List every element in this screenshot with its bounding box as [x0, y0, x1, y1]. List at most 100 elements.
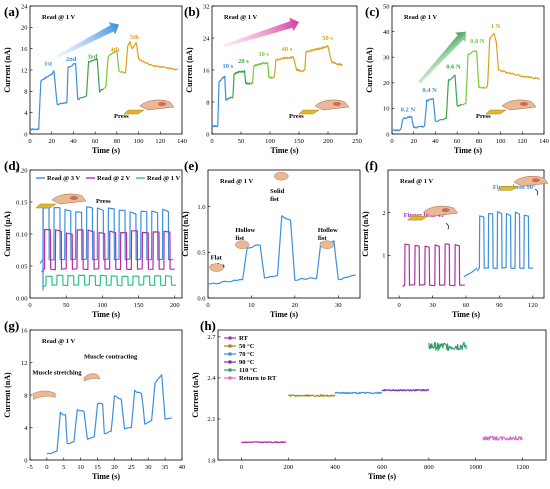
x-tick-label: 800: [424, 464, 434, 471]
series-line: [420, 97, 443, 128]
x-axis-title: Time (s): [270, 146, 298, 155]
y-tick-label: 10: [383, 106, 390, 113]
press-label: Press: [476, 113, 491, 120]
y-axis-title: Current (μA): [3, 211, 12, 257]
read-voltage-label: Read @ 1 V: [220, 178, 253, 185]
hand-icon: [51, 193, 87, 205]
x-tick-label: 10: [77, 464, 84, 471]
y-tick-label: 0: [206, 131, 209, 138]
panel-a: (a) 0 20 40 60 80 100 120 140 0 4 8 12 16 20 24 Time (s)…: [3, 3, 187, 155]
x-axis-title: Time (s): [92, 472, 120, 481]
panel-c: (c) 0 20 40 60 80 100 120 140 0 10 20 30 40 50 Time (s)…: [365, 3, 549, 155]
hand-press-illustration: [407, 205, 459, 221]
fingertip-icon: [441, 208, 450, 213]
x-tick-label: 0: [28, 302, 31, 309]
y-tick-label: 0.05: [16, 263, 27, 270]
panel-label: (g): [4, 318, 19, 333]
legend-entry: Read @ 1 V: [147, 175, 180, 182]
x-tick-label: 120: [155, 138, 165, 145]
x-tick-label: 1200: [516, 464, 529, 471]
x-axis-title: Time (s): [92, 146, 120, 155]
x-axis-title: Time (s): [368, 472, 396, 481]
panel-label: (b): [184, 4, 200, 19]
panel-f: (f) 0 30 60 90 120 1 2 Time (s) Current (nA) Read …: [361, 158, 549, 319]
x-tick-label: 200: [323, 138, 333, 145]
series-line: [64, 62, 83, 104]
cycle-label: 0.4 N: [422, 87, 437, 94]
panel-h: (h) 0 200 400 600 800 1000 1200 1.8 2.1 2.4 2.7 Time…: [191, 318, 547, 481]
series-line: [46, 374, 173, 455]
y-tick-label: 2.7: [207, 334, 216, 341]
y-tick-label: 0.20: [16, 167, 27, 174]
series-line: [208, 215, 356, 285]
cycle-label: 40 s: [282, 46, 293, 53]
y-tick-label: 16: [21, 327, 28, 334]
sensor-pad-icon: [485, 109, 507, 115]
annotation-label: Finger bent 45°: [404, 212, 447, 219]
temperature-series-line: [381, 388, 430, 392]
x-tick-label: 400: [330, 464, 340, 471]
y-tick-label: 4: [24, 425, 28, 432]
trend-arrow-label: x: [83, 32, 88, 39]
series-line: [391, 115, 421, 132]
y-tick-label: 1: [382, 253, 385, 260]
hand-gesture-icon: [274, 171, 289, 181]
gesture-label: Hollow fist: [318, 227, 338, 242]
arm-stretching-icon: [33, 390, 56, 400]
x-tick-label: 250: [352, 138, 362, 145]
cycle-label: 50 s: [322, 35, 333, 42]
y-tick-label: 12: [21, 67, 28, 74]
y-tick-label: 40: [383, 29, 390, 36]
y-tick-label: 0.5: [197, 250, 205, 257]
press-label: Press: [114, 113, 129, 120]
bend-arrow-icon: [534, 188, 539, 196]
press-label: Press: [96, 198, 111, 205]
x-tick-label: -5: [27, 464, 32, 471]
read-voltage-label: Read @ 1 V: [400, 178, 433, 185]
x-tick-label: 90: [496, 302, 503, 309]
gesture-label: Hollow fist: [235, 227, 255, 242]
x-tick-label: 60: [454, 138, 461, 145]
y-axis-title: Current (nA): [3, 47, 12, 93]
x-tick-label: 140: [539, 138, 549, 145]
y-tick-label: 24: [203, 35, 210, 42]
trend-arrow-shape: [223, 17, 300, 48]
panel-label: (h): [200, 318, 216, 333]
x-tick-label: 30: [429, 302, 436, 309]
hand-press-illustration: [497, 175, 549, 191]
hand-icon: [513, 175, 549, 187]
x-tick-label: 80: [114, 138, 121, 145]
cycle-label: 0.2 N: [401, 106, 416, 113]
x-tick-label: 600: [377, 464, 387, 471]
y-tick-label: 1.0: [197, 204, 205, 211]
legend-entry: RT: [239, 335, 248, 342]
gesture-label: Solid fist: [270, 188, 284, 203]
fingertip-icon: [158, 102, 166, 106]
plot-frame: [391, 5, 545, 135]
y-tick-label: 30: [383, 55, 390, 62]
panel-e: (e) 0 10 20 30 0.0 0.5 1.0 Time (s) Current (nA) R…: [181, 158, 361, 319]
y-tick-label: 0.15: [16, 199, 27, 206]
x-tick-label: 100: [265, 138, 275, 145]
y-tick-label: 16: [21, 46, 28, 53]
fingertip-icon: [70, 196, 78, 200]
y-tick-label: 0: [24, 131, 27, 138]
x-tick-label: 35: [162, 464, 169, 471]
y-tick-label: 16: [203, 67, 210, 74]
y-tick-label: 1.8: [207, 457, 215, 464]
plot-frame: [29, 5, 183, 135]
y-axis-title: Current (nA): [191, 372, 200, 418]
temperature-series-line: [288, 394, 336, 398]
legend-marker: [228, 336, 232, 340]
x-tick-label: 150: [294, 138, 304, 145]
plot-frame: [207, 169, 361, 299]
trend-arrow: [223, 17, 300, 48]
y-tick-label: 8: [206, 99, 209, 106]
pulse-series-line: [41, 228, 175, 273]
temperature-series-line: [482, 435, 523, 441]
plot-frame: [217, 329, 547, 461]
y-axis-title: Current (nA): [181, 211, 190, 257]
x-tick-label: 10: [248, 302, 255, 309]
legend-entry: 90 °C: [239, 359, 255, 366]
